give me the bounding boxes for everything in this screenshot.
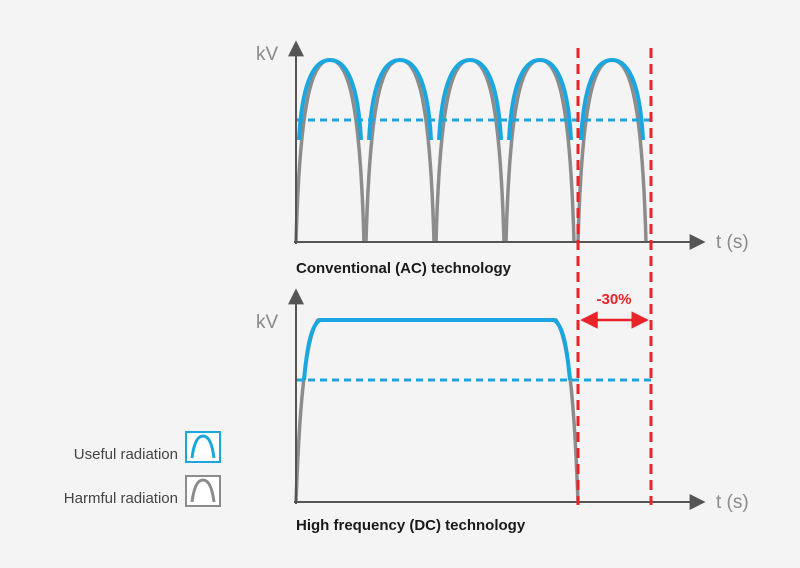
bottom-x-axis-label: t (s)	[716, 492, 749, 513]
top-harmful-waves	[294, 58, 648, 243]
bottom-y-axis-label: kV	[256, 312, 279, 333]
legend: Useful radiation Harmful radiation	[64, 431, 221, 507]
top-useful-arch-1	[297, 57, 363, 141]
bottom-chart: kV t (s) High frequency (DC) technology	[256, 288, 749, 534]
top-useful-waves	[297, 57, 645, 141]
top-useful-arch-4	[507, 57, 573, 141]
bottom-chart-caption: High frequency (DC) technology	[296, 517, 526, 534]
top-chart: kV t (s) Conventional (AC) technology	[256, 40, 749, 277]
harmful-radiation-icon	[185, 475, 221, 507]
bottom-harmful-wave	[294, 318, 580, 503]
top-x-axis-label: t (s)	[716, 232, 749, 253]
top-chart-caption: Conventional (AC) technology	[296, 260, 512, 277]
top-useful-arch-3	[437, 57, 503, 141]
top-y-axis-label: kV	[256, 44, 279, 65]
top-useful-arch-5	[579, 57, 645, 141]
top-useful-arch-2	[367, 57, 433, 141]
legend-harmful-label: Harmful radiation	[64, 490, 178, 507]
bottom-useful-wave	[302, 318, 572, 381]
useful-radiation-icon	[185, 431, 221, 463]
reduction-markers: -30%	[576, 48, 653, 505]
reduction-percent-label: -30%	[596, 291, 631, 308]
legend-useful-label: Useful radiation	[74, 446, 178, 463]
